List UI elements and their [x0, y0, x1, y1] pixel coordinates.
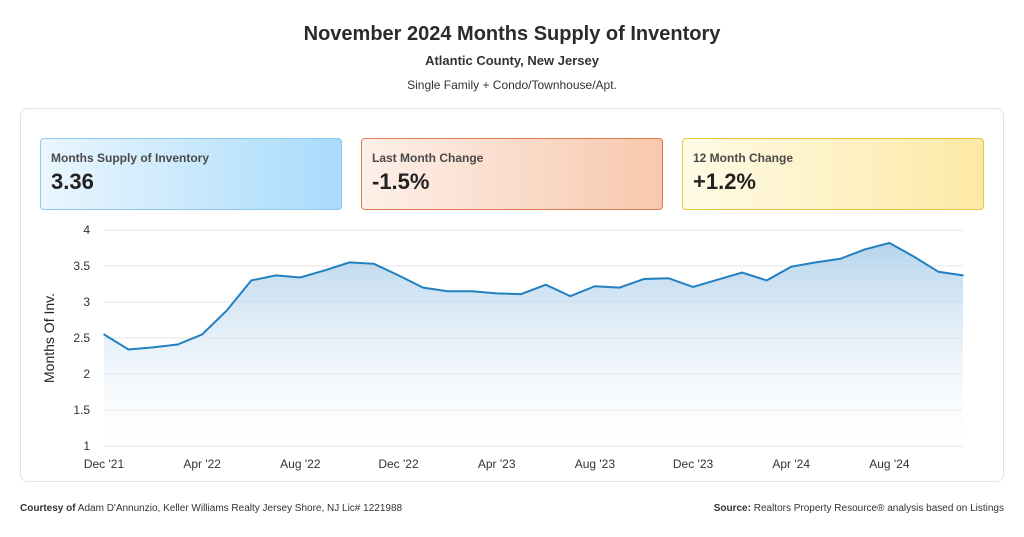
chart-title: November 2024 Months Supply of Inventory — [303, 23, 721, 45]
data-point — [594, 285, 596, 287]
data-point — [495, 292, 498, 295]
data-point — [667, 277, 670, 280]
data-point — [765, 279, 768, 282]
data-points — [103, 242, 964, 351]
y-axis-ticks: 1 1.5 2 2.5 3 3.5 4 — [73, 223, 90, 453]
data-point — [176, 343, 179, 346]
data-point — [324, 269, 326, 272]
x-tick-label: Apr '23 — [478, 457, 516, 471]
courtesy-label: Courtesy of — [20, 503, 76, 514]
data-point — [201, 333, 203, 336]
y-tick-label: 1 — [83, 439, 90, 453]
y-tick-label: 2 — [83, 367, 90, 381]
property-types: Single Family + Condo/Townhouse/Apt. — [407, 78, 617, 92]
x-tick-label: Aug '23 — [575, 457, 616, 471]
data-point — [937, 270, 940, 273]
x-tick-label: Dec '22 — [378, 457, 419, 471]
data-point — [839, 258, 842, 260]
source-label: Source: — [713, 503, 751, 514]
data-point — [225, 309, 228, 312]
x-axis-ticks: Dec '21 Apr '22 Aug '22 Dec '22 Apr '23 Aug '… — [84, 457, 910, 471]
card-label: 12 Month Change — [693, 151, 794, 165]
data-point — [127, 348, 130, 351]
data-point — [348, 261, 351, 264]
x-tick-label: Dec '21 — [84, 457, 125, 471]
source-text: Realtors Property Resource® analysis bas… — [753, 503, 1004, 514]
data-point — [152, 346, 154, 349]
data-point — [814, 261, 817, 264]
card-value: -1.5% — [372, 169, 430, 194]
y-tick-label: 4 — [83, 223, 90, 237]
twelve-month-change-card: 12 Month Change +1.2% — [682, 138, 984, 210]
data-point — [520, 293, 523, 295]
card-label: Months Supply of Inventory — [51, 151, 209, 165]
data-point — [716, 278, 719, 281]
data-point — [471, 290, 473, 293]
data-point — [864, 248, 866, 251]
data-point — [692, 286, 694, 288]
data-point — [299, 276, 302, 279]
data-point — [643, 278, 645, 280]
chart-subtitle: Atlantic County, New Jersey — [425, 53, 599, 68]
data-point — [962, 274, 964, 277]
card-value: +1.2% — [693, 169, 756, 194]
data-point — [888, 242, 891, 244]
data-point — [913, 255, 915, 258]
x-tick-label: Aug '24 — [869, 457, 910, 471]
card-value: 3.36 — [51, 169, 94, 194]
data-point — [422, 286, 424, 289]
y-tick-label: 1.5 — [73, 403, 90, 417]
y-tick-label: 3 — [83, 295, 90, 309]
y-tick-label: 3.5 — [73, 259, 90, 273]
last-month-change-card: Last Month Change -1.5% — [361, 138, 663, 210]
data-point — [790, 265, 792, 268]
x-tick-label: Aug '22 — [280, 457, 321, 471]
data-point — [250, 279, 253, 282]
source-footer: Source: Realtors Property Resource® anal… — [714, 503, 1004, 514]
courtesy-footer: Courtesy of Adam D'Annunzio, Keller Will… — [20, 503, 402, 514]
months-supply-card: Months Supply of Inventory 3.36 — [40, 138, 342, 210]
data-point — [397, 274, 400, 277]
data-point — [373, 263, 375, 265]
x-tick-label: Apr '22 — [183, 457, 221, 471]
y-tick-label: 2.5 — [73, 331, 90, 345]
data-point — [569, 295, 572, 298]
area-fill — [104, 243, 963, 446]
x-tick-label: Dec '23 — [673, 457, 714, 471]
data-point — [446, 290, 449, 293]
data-point — [544, 283, 547, 286]
y-axis-label: Months Of Inv. — [41, 293, 57, 383]
courtesy-text: Adam D'Annunzio, Keller Williams Realty … — [77, 503, 403, 514]
x-tick-label: Apr '24 — [772, 457, 810, 471]
data-point — [618, 286, 621, 289]
data-point — [275, 274, 277, 277]
data-point — [103, 333, 105, 336]
card-label: Last Month Change — [372, 151, 484, 165]
data-point — [741, 271, 743, 274]
series-line — [103, 241, 964, 351]
